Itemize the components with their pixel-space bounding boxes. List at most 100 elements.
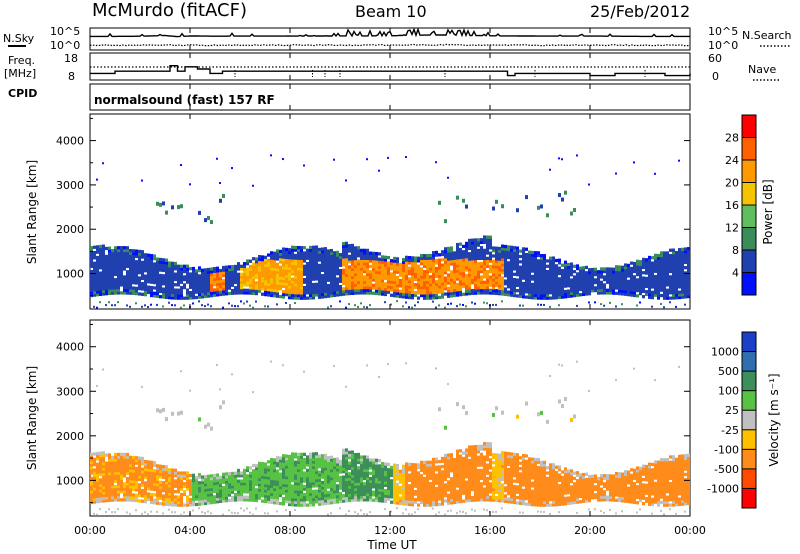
power-cell bbox=[90, 254, 93, 258]
velocity-cell bbox=[147, 476, 150, 480]
velocity-cell bbox=[225, 485, 228, 489]
power-cell bbox=[411, 306, 413, 309]
power-cell bbox=[264, 274, 267, 278]
power-cell bbox=[510, 250, 513, 255]
velocity-cell bbox=[381, 496, 384, 500]
power-cell bbox=[390, 303, 392, 306]
power-cell bbox=[435, 261, 438, 265]
power-cell bbox=[144, 279, 147, 284]
power-cell bbox=[222, 289, 225, 294]
velocity-cell bbox=[114, 476, 117, 481]
velocity-cell bbox=[333, 492, 336, 496]
power-cell bbox=[411, 272, 414, 276]
velocity-cell bbox=[150, 492, 153, 497]
velocity-cell bbox=[411, 462, 414, 467]
power-cell bbox=[543, 288, 546, 292]
velocity-cell bbox=[375, 469, 378, 473]
velocity-cell bbox=[171, 484, 174, 488]
power-cell bbox=[210, 272, 213, 277]
velocity-cell bbox=[390, 471, 393, 475]
power-cell bbox=[273, 275, 276, 279]
power-cell bbox=[666, 269, 669, 274]
velocity-cell bbox=[318, 494, 321, 498]
power-cell bbox=[462, 258, 465, 262]
power-cell bbox=[180, 296, 183, 300]
velocity-cell bbox=[171, 511, 173, 514]
velocity-cell bbox=[339, 499, 342, 504]
power-cell bbox=[258, 268, 261, 272]
power-cell bbox=[678, 248, 681, 252]
velocity-cell bbox=[222, 472, 225, 476]
velocity-cell bbox=[108, 493, 111, 497]
power-cell bbox=[168, 266, 171, 271]
power-cell bbox=[324, 284, 327, 288]
power-cell bbox=[651, 293, 654, 297]
power-cell bbox=[465, 273, 468, 277]
power-cell bbox=[351, 283, 354, 287]
velocity-cell bbox=[195, 494, 198, 499]
power-cell bbox=[318, 247, 321, 252]
velocity-cell bbox=[159, 409, 162, 414]
velocity-cell bbox=[390, 500, 393, 504]
velocity-cell bbox=[396, 493, 399, 497]
power-cell bbox=[534, 293, 537, 297]
power-cell bbox=[222, 268, 225, 272]
velocity-cell bbox=[279, 456, 282, 460]
power-cell bbox=[663, 264, 666, 268]
velocity-cell bbox=[111, 495, 114, 500]
velocity-cell bbox=[204, 475, 207, 479]
freq-series bbox=[90, 65, 691, 77]
power-cell bbox=[213, 267, 216, 271]
power-cell bbox=[165, 277, 168, 281]
velocity-cell bbox=[282, 459, 285, 463]
velocity-cell bbox=[225, 496, 228, 500]
power-cell bbox=[516, 257, 519, 261]
velocity-cell bbox=[315, 457, 318, 461]
velocity-cell bbox=[279, 501, 282, 506]
power-cell bbox=[111, 278, 114, 282]
power-cell bbox=[651, 280, 654, 284]
power-cell bbox=[501, 281, 504, 286]
power-cell bbox=[126, 286, 129, 290]
velocity-cell bbox=[420, 490, 423, 494]
power-cell bbox=[153, 294, 156, 298]
power-cell bbox=[486, 275, 489, 279]
power-cell bbox=[366, 291, 369, 295]
power-cell bbox=[219, 284, 222, 289]
power-cell bbox=[423, 283, 426, 287]
velocity-cell bbox=[117, 495, 120, 499]
power-cell bbox=[198, 295, 201, 299]
power-cell bbox=[525, 260, 528, 265]
power-cell bbox=[501, 263, 504, 267]
velocity-cell bbox=[219, 388, 221, 391]
power-cell bbox=[330, 305, 332, 308]
power-cell bbox=[474, 248, 477, 253]
velocity-cell bbox=[345, 491, 348, 495]
velocity-cell bbox=[144, 481, 147, 485]
power-cell bbox=[156, 303, 158, 306]
power-cell bbox=[345, 270, 348, 275]
power-cell bbox=[549, 267, 552, 271]
power-cell bbox=[591, 267, 594, 272]
velocity-cell bbox=[201, 499, 204, 503]
velocity-cell bbox=[318, 465, 321, 469]
velocity-cell bbox=[126, 482, 129, 486]
velocity-cell bbox=[234, 493, 237, 497]
power-cell bbox=[477, 264, 480, 269]
velocity-cell bbox=[114, 484, 117, 489]
power-cell bbox=[384, 301, 386, 304]
power-cell bbox=[234, 305, 236, 308]
velocity-cell bbox=[114, 455, 117, 459]
velocity-cell bbox=[354, 471, 357, 475]
velocity-cell bbox=[93, 492, 96, 496]
velocity-cell bbox=[216, 494, 219, 499]
power-cell bbox=[141, 255, 144, 259]
power-cell bbox=[315, 245, 318, 249]
velocity-cell bbox=[102, 491, 105, 495]
velocity-cell bbox=[234, 498, 237, 502]
power-cell bbox=[279, 249, 282, 254]
power-cell bbox=[315, 282, 318, 286]
velocity-cell bbox=[402, 496, 405, 501]
power-cell bbox=[420, 254, 423, 258]
velocity-cell bbox=[417, 508, 419, 511]
